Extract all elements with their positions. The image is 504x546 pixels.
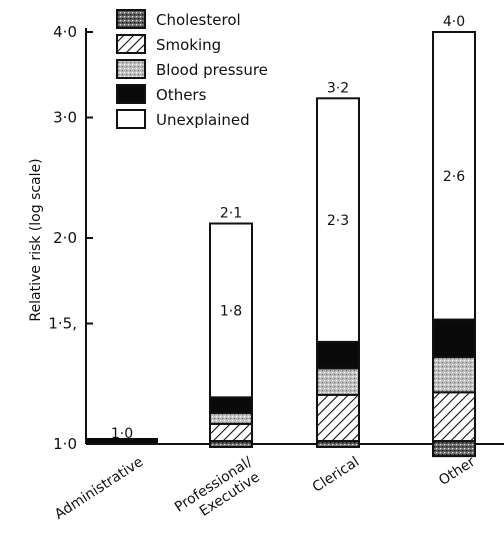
y-axis-label: Relative risk (log scale)	[28, 158, 44, 321]
bar-segment-blood-pressure	[432, 356, 476, 394]
legend-swatch-blood-pressure	[116, 59, 146, 79]
category-label: Clerical	[310, 454, 362, 496]
bar-total-label: 1·0	[111, 426, 133, 442]
legend-swatch-cholesterol	[116, 9, 146, 29]
bar-segment-baseline	[86, 438, 158, 443]
bar-segment-unexplained	[316, 97, 360, 343]
bar-segment-smoking	[209, 422, 253, 443]
bar-administrative	[86, 438, 158, 443]
y-tick-label: 1·5,	[48, 314, 77, 332]
category-label-line: Administrative	[52, 454, 146, 523]
bar-segment-others	[316, 340, 360, 370]
y-axis-ticks: 1·0 1·5, 2·0 3·0 4·0	[48, 23, 93, 453]
category-label: Professional/Executive	[172, 454, 265, 530]
category-label: Administrative	[52, 454, 146, 523]
bar-segment-blood-pressure	[209, 411, 253, 425]
bar-total-label: 2·1	[220, 205, 242, 221]
category-labels: Administrative Professional/Executive Cler…	[52, 454, 478, 530]
legend: Cholesterol Smoking Blood pressure Others Un…	[116, 9, 268, 129]
unexplained-value-label: 2·6	[443, 169, 465, 185]
unexplained-value-label: 2·3	[327, 213, 349, 229]
legend-label: Cholesterol	[156, 11, 241, 29]
legend-swatch-unexplained	[116, 109, 146, 129]
category-label: Other	[436, 454, 478, 489]
legend-swatch-smoking	[116, 34, 146, 54]
legend-swatch-others	[116, 84, 146, 104]
bar-other: 2·6	[432, 31, 476, 458]
bar-segment-blood-pressure	[316, 367, 360, 396]
bar-segment-smoking	[316, 393, 360, 443]
bar-clerical: 2·3	[316, 97, 360, 448]
legend-label: Unexplained	[156, 111, 250, 129]
y-tick-label: 2·0	[53, 229, 77, 247]
bar-segment-smoking	[432, 391, 476, 443]
bar-segment-unexplained	[209, 222, 253, 399]
bar-total-label: 3·2	[327, 80, 349, 96]
bar-segment-others	[209, 396, 253, 414]
category-label-line: Other	[436, 454, 478, 489]
bar-professional-executive: 1·8	[209, 222, 253, 448]
legend-label: Others	[156, 86, 207, 104]
bar-total-label: 4·0	[443, 14, 465, 30]
y-tick-label: 3·0	[53, 108, 77, 126]
category-label-line: Clerical	[310, 454, 362, 496]
unexplained-value-label: 1·8	[220, 303, 242, 319]
bars: 1·8 2·3 2·6	[86, 31, 476, 458]
y-tick-label: 1·0	[53, 435, 77, 453]
bar-total-labels: 1·0 2·1 3·2 4·0	[111, 14, 465, 442]
y-tick-label: 4·0	[53, 23, 77, 41]
legend-label: Smoking	[156, 36, 221, 54]
bar-segment-unexplained	[432, 31, 476, 321]
bar-segment-others	[432, 318, 476, 359]
legend-label: Blood pressure	[156, 61, 268, 79]
